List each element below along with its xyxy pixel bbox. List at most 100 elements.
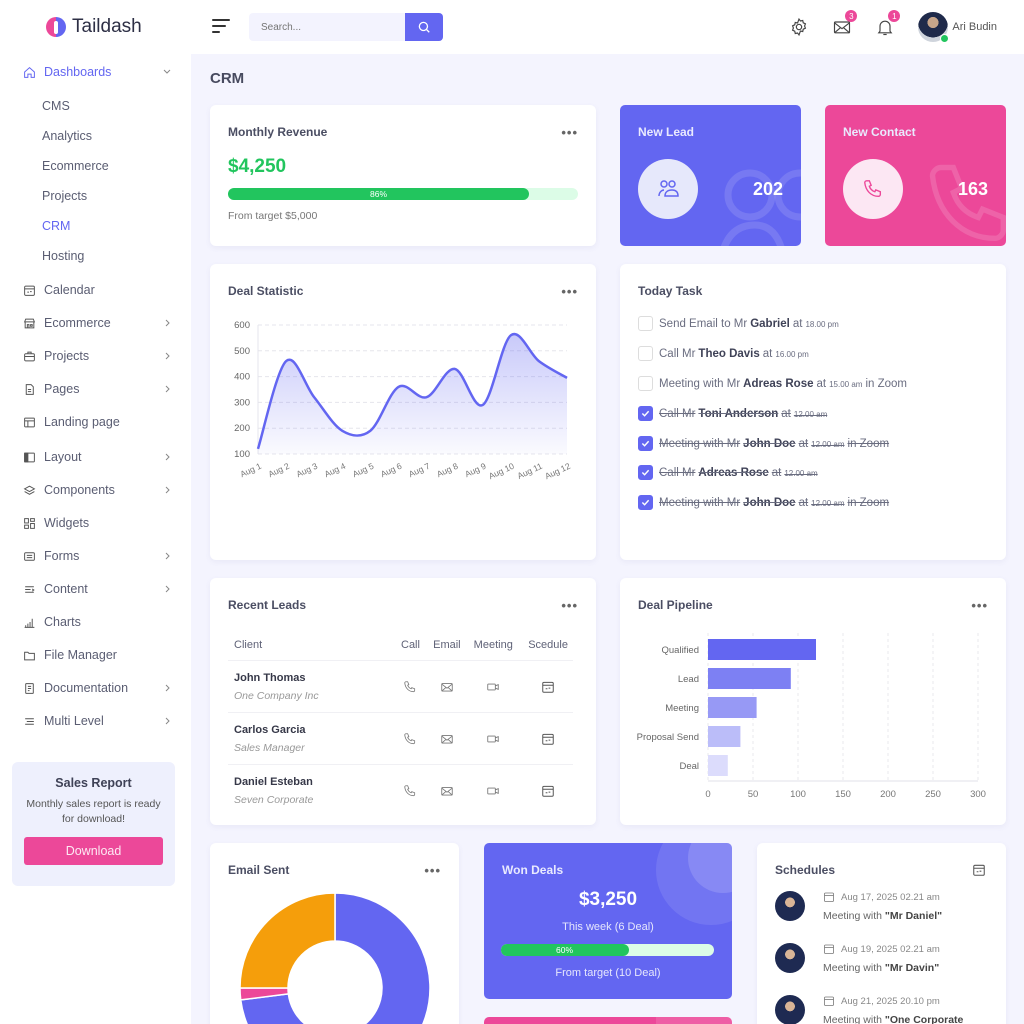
users-icon <box>658 180 679 197</box>
schedule-item[interactable]: Aug 19, 2025 02.21 am Meeting with "Mr Da… <box>775 943 940 974</box>
schedule-item[interactable]: Aug 21, 2025 20.10 pm Meeting with "One C… <box>775 995 963 1024</box>
calendar-icon[interactable] <box>541 732 555 746</box>
svg-text:Meeting: Meeting <box>665 703 699 714</box>
schedule-date: Aug 19, 2025 02.21 am <box>841 943 940 955</box>
task-checkbox[interactable] <box>638 406 653 421</box>
sidebar-layout-icon <box>22 450 36 464</box>
more-options-icon[interactable]: ••• <box>971 598 988 613</box>
search-input[interactable] <box>249 13 405 41</box>
sidebar-subitem-crm[interactable]: CRM <box>42 219 71 233</box>
new-lead-card[interactable]: New Lead 202 <box>620 105 801 246</box>
task-checkbox[interactable] <box>638 495 653 510</box>
sidebar-item-ecommerce[interactable]: Ecommerce <box>22 313 172 333</box>
sidebar-item-label: Forms <box>44 549 80 563</box>
svg-text:400: 400 <box>234 372 250 383</box>
sidebar-subitem-hosting[interactable]: Hosting <box>42 249 85 263</box>
sidebar-item-label: Multi Level <box>44 714 104 728</box>
sidebar-item-file-manager[interactable]: File Manager <box>22 645 172 665</box>
sidebar-item-label: Calendar <box>44 283 95 297</box>
home-icon <box>22 65 36 79</box>
more-options-icon[interactable]: ••• <box>561 598 578 613</box>
schedule-date: Aug 17, 2025 02.21 am <box>841 891 940 903</box>
sidebar-item-components[interactable]: Components <box>22 480 172 500</box>
sidebar-subitem-projects[interactable]: Projects <box>42 189 88 203</box>
sidebar-item-layout[interactable]: Layout <box>22 447 172 467</box>
column-header-email: Email <box>433 639 461 651</box>
deal-statistic-card: Deal Statistic ••• 100 200 300 400 500 600 Aug… <box>210 264 596 560</box>
table-row: Daniel Esteban Seven Corporate <box>228 765 573 817</box>
task-checkbox[interactable] <box>638 465 653 480</box>
more-options-icon[interactable]: ••• <box>561 284 578 299</box>
sidebar-item-pages[interactable]: Pages <box>22 379 172 399</box>
task-text: Call Mr Toni Anderson at 12.00 am <box>659 407 828 420</box>
sidebar-item-dashboards[interactable]: Dashboards <box>22 62 172 82</box>
chevron-right-icon <box>165 486 170 494</box>
sidebar-toggle-icon[interactable] <box>212 19 230 33</box>
notification-button[interactable]: 1 <box>875 10 901 37</box>
revenue-target: From target $5,000 <box>228 210 318 222</box>
svg-text:Aug 1: Aug 1 <box>238 461 263 480</box>
video-icon[interactable] <box>486 784 500 798</box>
more-options-icon[interactable]: ••• <box>424 863 441 878</box>
search-button[interactable] <box>405 13 443 41</box>
card-title: Recent Leads <box>228 598 307 612</box>
calendar-icon[interactable] <box>541 680 555 694</box>
user-avatar[interactable] <box>918 12 950 43</box>
more-options-icon[interactable]: ••• <box>561 125 578 140</box>
sidebar-subitem-analytics[interactable]: Analytics <box>42 129 93 143</box>
sidebar-item-projects[interactable]: Projects <box>22 346 172 366</box>
sidebar-item-multi-level[interactable]: Multi Level <box>22 711 172 731</box>
sidebar-item-label: Ecommerce <box>44 316 111 330</box>
sidebar-item-widgets[interactable]: Widgets <box>22 513 172 533</box>
task-text: Call Mr Adreas Rose at 12.00 am <box>659 466 818 479</box>
sidebar-item-calendar[interactable]: Calendar <box>22 280 172 300</box>
task-checkbox[interactable] <box>638 316 653 331</box>
svg-text:Aug 12: Aug 12 <box>543 461 572 482</box>
download-button[interactable]: Download <box>24 837 163 865</box>
won-deals-progress-bar: 60% <box>501 944 714 956</box>
svg-text:Proposal Send: Proposal Send <box>637 732 699 743</box>
settings-button[interactable] <box>789 17 809 37</box>
task-checkbox[interactable] <box>638 346 653 361</box>
calendar-icon <box>824 996 834 1006</box>
new-contact-card[interactable]: New Contact 163 <box>825 105 1006 246</box>
calendar-icon <box>22 283 36 297</box>
client-cell: John Thomas One Company Inc <box>228 672 388 702</box>
logo[interactable]: Taildash <box>46 16 142 38</box>
client-name: John Thomas <box>234 671 306 684</box>
calendar-icon[interactable] <box>972 863 986 877</box>
document-icon <box>22 681 36 695</box>
phone-icon[interactable] <box>403 732 417 746</box>
chevron-down-icon <box>163 69 171 74</box>
schedule-description: Meeting with "Mr Davin" <box>823 962 940 974</box>
table-row: Carlos Garcia Sales Manager <box>228 713 573 765</box>
video-icon[interactable] <box>486 732 500 746</box>
task-item: Meeting with Mr Adreas Rose at 15.00 am in Z… <box>638 376 907 391</box>
sidebar-item-landing-page[interactable]: Landing page <box>22 412 172 432</box>
schedule-item[interactable]: Aug 17, 2025 02.21 am Meeting with "Mr Da… <box>775 891 942 922</box>
sidebar-item-forms[interactable]: Forms <box>22 546 172 566</box>
mail-icon[interactable] <box>440 732 454 746</box>
sidebar-item-label: Widgets <box>44 516 90 530</box>
phone-icon[interactable] <box>403 680 417 694</box>
new-lead-count: 202 <box>752 179 783 199</box>
mail-button[interactable]: 3 <box>832 10 858 37</box>
video-icon[interactable] <box>486 680 500 694</box>
sidebar-subitem-cms[interactable]: CMS <box>42 99 70 113</box>
bar-chart-icon <box>22 615 36 629</box>
sidebar-item-charts[interactable]: Charts <box>22 612 172 632</box>
column-header-schedule: Scedule <box>528 639 568 651</box>
sidebar-item-label: Pages <box>44 382 80 396</box>
calendar-icon[interactable] <box>541 784 555 798</box>
sidebar-subitem-ecommerce[interactable]: Ecommerce <box>42 159 109 173</box>
task-checkbox[interactable] <box>638 376 653 391</box>
task-checkbox[interactable] <box>638 436 653 451</box>
mail-icon[interactable] <box>440 680 454 694</box>
chevron-right-icon <box>165 352 170 360</box>
user-name[interactable]: Ari Budin <box>952 21 997 33</box>
leads-table: Client Call Email Meeting Scedule John T… <box>228 630 573 817</box>
mail-icon[interactable] <box>440 784 454 798</box>
sidebar-item-content[interactable]: Content <box>22 579 172 599</box>
sidebar-item-documentation[interactable]: Documentation <box>22 678 172 698</box>
phone-icon[interactable] <box>403 784 417 798</box>
